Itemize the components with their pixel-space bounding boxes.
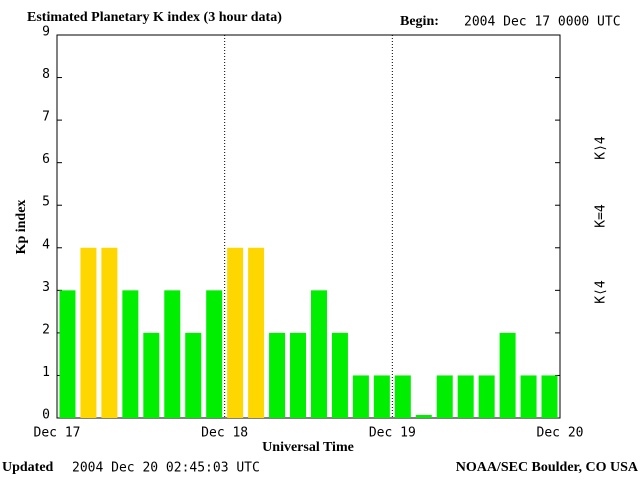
x-tick-label: Dec 20	[537, 426, 584, 441]
updated: 2004 Dec 20 02:45:03 UTC	[72, 461, 260, 476]
bar	[541, 375, 558, 418]
bar	[122, 290, 139, 418]
bar	[269, 332, 286, 418]
x-axis-label: Universal Time	[262, 440, 354, 455]
bar	[101, 247, 118, 418]
bar	[248, 247, 265, 418]
y-tick-label: 2	[42, 322, 50, 337]
bar	[373, 375, 390, 418]
source: NOAA/SEC Boulder, CO USA	[456, 460, 639, 475]
bar	[59, 290, 76, 418]
bar	[457, 375, 474, 418]
bar	[80, 247, 97, 418]
y-tick-label: 1	[42, 365, 50, 380]
bar	[331, 332, 348, 418]
plot-frame	[56, 34, 561, 419]
x-tick-label: Dec 17	[34, 426, 81, 441]
bar	[520, 375, 537, 418]
y-tick-label: 6	[42, 152, 50, 167]
y-tick-label: 0	[42, 408, 50, 423]
x-tick-label: Dec 19	[369, 426, 416, 441]
begin-label: Begin:	[400, 14, 439, 29]
bar	[310, 290, 327, 418]
y-tick-label: 7	[42, 110, 50, 125]
bar	[499, 332, 516, 418]
bar	[436, 375, 453, 418]
bar	[415, 415, 432, 418]
bar	[164, 290, 181, 418]
bar	[290, 332, 307, 418]
y-tick-label: 4	[42, 237, 50, 252]
y-tick-label: 3	[42, 280, 50, 295]
begin: 2004 Dec 17 0000 UTC	[464, 15, 621, 30]
bar	[206, 290, 223, 418]
bar	[394, 375, 411, 418]
bar	[185, 332, 202, 418]
chart-title: Estimated Planetary K index (3 hour data…	[27, 10, 282, 25]
updated-label: Updated	[2, 460, 54, 475]
x-tick-label: Dec 18	[201, 426, 248, 441]
bar	[143, 332, 160, 418]
legend-label: K⟩4	[594, 136, 609, 160]
bar	[478, 375, 495, 418]
y-axis-label: Kp index	[14, 200, 29, 255]
bar	[352, 375, 369, 418]
legend-label: K⟨4	[594, 280, 609, 304]
bar	[227, 247, 244, 418]
legend-label: K=4	[594, 204, 609, 228]
y-tick-label: 8	[42, 67, 50, 82]
y-tick-label: 5	[42, 195, 50, 210]
y-tick-label: 9	[42, 25, 50, 40]
